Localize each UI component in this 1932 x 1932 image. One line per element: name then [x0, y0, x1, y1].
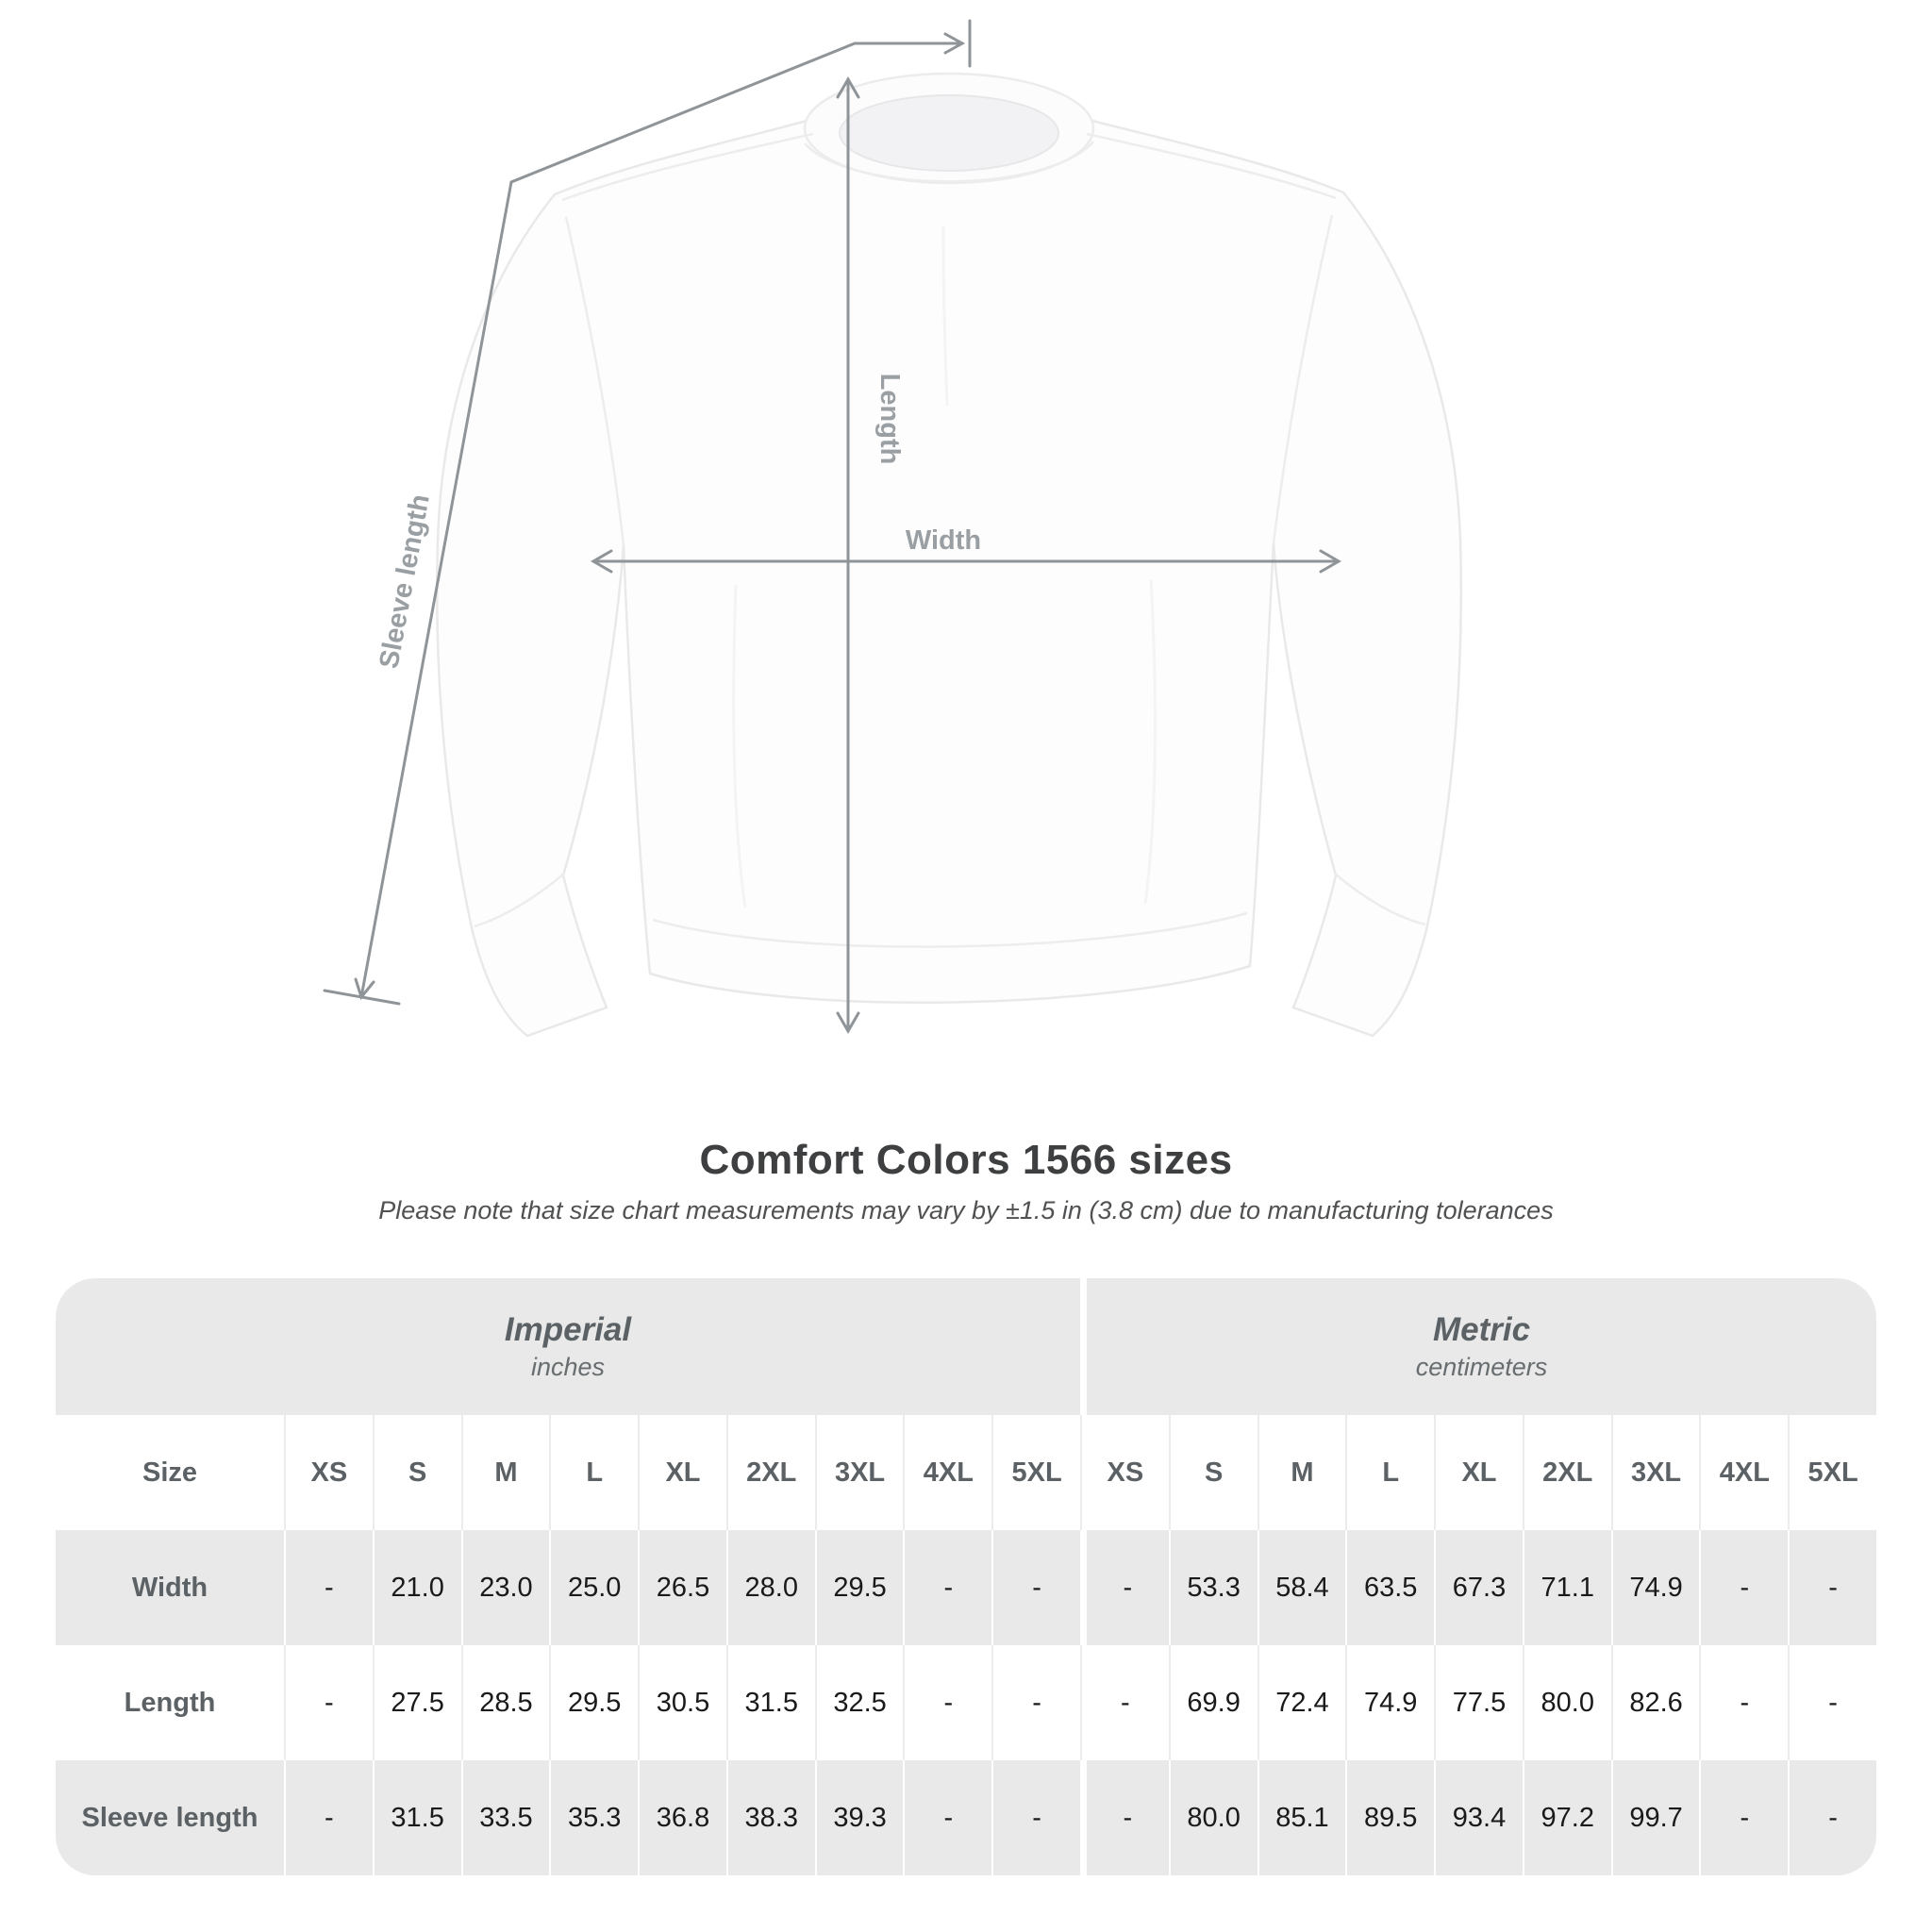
size-chart-table: Imperial inches Metric centimeters Size X… — [56, 1278, 1876, 1875]
size-header-3xl-imperial: 3XL — [814, 1415, 904, 1530]
cell-sleeve-length-2xl-metric: 97.2 — [1522, 1760, 1611, 1875]
cell-length-m-imperial: 28.5 — [460, 1645, 550, 1760]
page-title: Comfort Colors 1566 sizes — [699, 1137, 1233, 1183]
cell-sleeve-length-5xl-metric: - — [1788, 1760, 1876, 1875]
cell-width-s-imperial: 21.0 — [372, 1530, 461, 1645]
cell-width-xs-metric: - — [1080, 1530, 1169, 1645]
cell-length-3xl-metric: 82.6 — [1610, 1645, 1700, 1760]
sweatshirt-measurement-diagram: Length Width Sleeve length — [323, 19, 1463, 1038]
size-header-xs-metric: XS — [1080, 1415, 1169, 1530]
size-header-s-imperial: S — [372, 1415, 461, 1530]
cell-sleeve-length-xs-metric: - — [1080, 1760, 1169, 1875]
size-header-4xl-metric: 4XL — [1699, 1415, 1789, 1530]
size-header-l-metric: L — [1345, 1415, 1435, 1530]
cell-width-xl-imperial: 26.5 — [638, 1530, 726, 1645]
cell-length-3xl-imperial: 32.5 — [814, 1645, 904, 1760]
size-header-m-metric: M — [1257, 1415, 1346, 1530]
cell-width-l-metric: 63.5 — [1345, 1530, 1435, 1645]
size-header-2xl-imperial: 2XL — [725, 1415, 815, 1530]
cell-width-xl-metric: 67.3 — [1434, 1530, 1523, 1645]
cell-sleeve-length-4xl-imperial: - — [903, 1760, 992, 1875]
size-header-l-imperial: L — [549, 1415, 639, 1530]
size-chart-grid: Size XS S M L XL 2XL 3XL 4XL 5XL XS S M L XL 2XL 3XL 4XL 5… — [56, 1415, 1876, 1875]
cell-sleeve-length-3xl-imperial: 39.3 — [814, 1760, 904, 1875]
unit-group-name: Imperial — [504, 1311, 632, 1349]
cell-width-2xl-metric: 71.1 — [1522, 1530, 1611, 1645]
cell-width-4xl-imperial: - — [903, 1530, 992, 1645]
cell-length-xl-imperial: 30.5 — [638, 1645, 726, 1760]
length-label: Length — [874, 374, 905, 465]
size-header-5xl-metric: 5XL — [1788, 1415, 1876, 1530]
size-header-xs-imperial: XS — [284, 1415, 373, 1530]
cell-length-xs-imperial: - — [284, 1645, 373, 1760]
cell-length-4xl-metric: - — [1699, 1645, 1789, 1760]
size-header-2xl-metric: 2XL — [1522, 1415, 1611, 1530]
cell-sleeve-length-s-imperial: 31.5 — [372, 1760, 461, 1875]
cell-width-5xl-metric: - — [1788, 1530, 1876, 1645]
cell-sleeve-length-5xl-imperial: - — [991, 1760, 1080, 1875]
size-header-s-metric: S — [1168, 1415, 1257, 1530]
cell-width-s-metric: 53.3 — [1168, 1530, 1257, 1645]
size-header-xl-imperial: XL — [638, 1415, 726, 1530]
cell-length-xl-metric: 77.5 — [1434, 1645, 1523, 1760]
size-header-m-imperial: M — [460, 1415, 550, 1530]
cell-sleeve-length-m-metric: 85.1 — [1257, 1760, 1346, 1875]
unit-group-unit: centimeters — [1415, 1352, 1548, 1381]
cell-sleeve-length-4xl-metric: - — [1699, 1760, 1789, 1875]
unit-group-header-imperial: Imperial inches — [56, 1278, 1080, 1415]
width-arrow — [591, 549, 1341, 574]
unit-group-header-metric: Metric centimeters — [1087, 1278, 1876, 1415]
cell-sleeve-length-xs-imperial: - — [284, 1760, 373, 1875]
sweatshirt-illustration — [435, 72, 1463, 1038]
cell-length-l-metric: 74.9 — [1345, 1645, 1435, 1760]
cell-length-l-imperial: 29.5 — [549, 1645, 639, 1760]
cell-width-3xl-metric: 74.9 — [1610, 1530, 1700, 1645]
unit-group-unit: inches — [530, 1352, 606, 1381]
cell-width-xs-imperial: - — [284, 1530, 373, 1645]
size-header-3xl-metric: 3XL — [1610, 1415, 1700, 1530]
tolerance-note: Please note that size chart measurements… — [378, 1196, 1554, 1224]
measurement-arrows — [323, 19, 1341, 1034]
cell-length-xs-metric: - — [1080, 1645, 1169, 1760]
row-label-sleeve-length: Sleeve length — [56, 1760, 284, 1875]
sleeve-length-arrow — [323, 19, 972, 1006]
width-label: Width — [906, 525, 981, 556]
cell-sleeve-length-2xl-imperial: 38.3 — [725, 1760, 815, 1875]
cell-length-s-imperial: 27.5 — [372, 1645, 461, 1760]
size-header-4xl-imperial: 4XL — [903, 1415, 992, 1530]
cell-sleeve-length-l-imperial: 35.3 — [549, 1760, 639, 1875]
cell-sleeve-length-3xl-metric: 99.7 — [1610, 1760, 1700, 1875]
cell-width-3xl-imperial: 29.5 — [814, 1530, 904, 1645]
cell-width-m-metric: 58.4 — [1257, 1530, 1346, 1645]
row-label-length: Length — [56, 1645, 284, 1760]
cell-sleeve-length-l-metric: 89.5 — [1345, 1760, 1435, 1875]
cell-length-5xl-imperial: - — [991, 1645, 1080, 1760]
cell-sleeve-length-xl-imperial: 36.8 — [638, 1760, 726, 1875]
cell-length-5xl-metric: - — [1788, 1645, 1876, 1760]
cell-length-2xl-imperial: 31.5 — [725, 1645, 815, 1760]
cell-width-4xl-metric: - — [1699, 1530, 1789, 1645]
garment-seams — [474, 132, 1426, 948]
row-label-width: Width — [56, 1530, 284, 1645]
length-arrow — [836, 76, 860, 1034]
size-row-label: Size — [56, 1415, 284, 1530]
cell-length-2xl-metric: 80.0 — [1522, 1645, 1611, 1760]
cell-sleeve-length-m-imperial: 33.5 — [460, 1760, 550, 1875]
cell-width-5xl-imperial: - — [991, 1530, 1080, 1645]
cell-width-2xl-imperial: 28.0 — [725, 1530, 815, 1645]
cell-sleeve-length-s-metric: 80.0 — [1168, 1760, 1257, 1875]
size-header-5xl-imperial: 5XL — [991, 1415, 1080, 1530]
unit-group-name: Metric — [1432, 1311, 1531, 1349]
cell-sleeve-length-xl-metric: 93.4 — [1434, 1760, 1523, 1875]
cell-length-m-metric: 72.4 — [1257, 1645, 1346, 1760]
cell-width-m-imperial: 23.0 — [460, 1530, 550, 1645]
cell-length-4xl-imperial: - — [903, 1645, 992, 1760]
size-header-xl-metric: XL — [1434, 1415, 1523, 1530]
cell-width-l-imperial: 25.0 — [549, 1530, 639, 1645]
cell-length-s-metric: 69.9 — [1168, 1645, 1257, 1760]
